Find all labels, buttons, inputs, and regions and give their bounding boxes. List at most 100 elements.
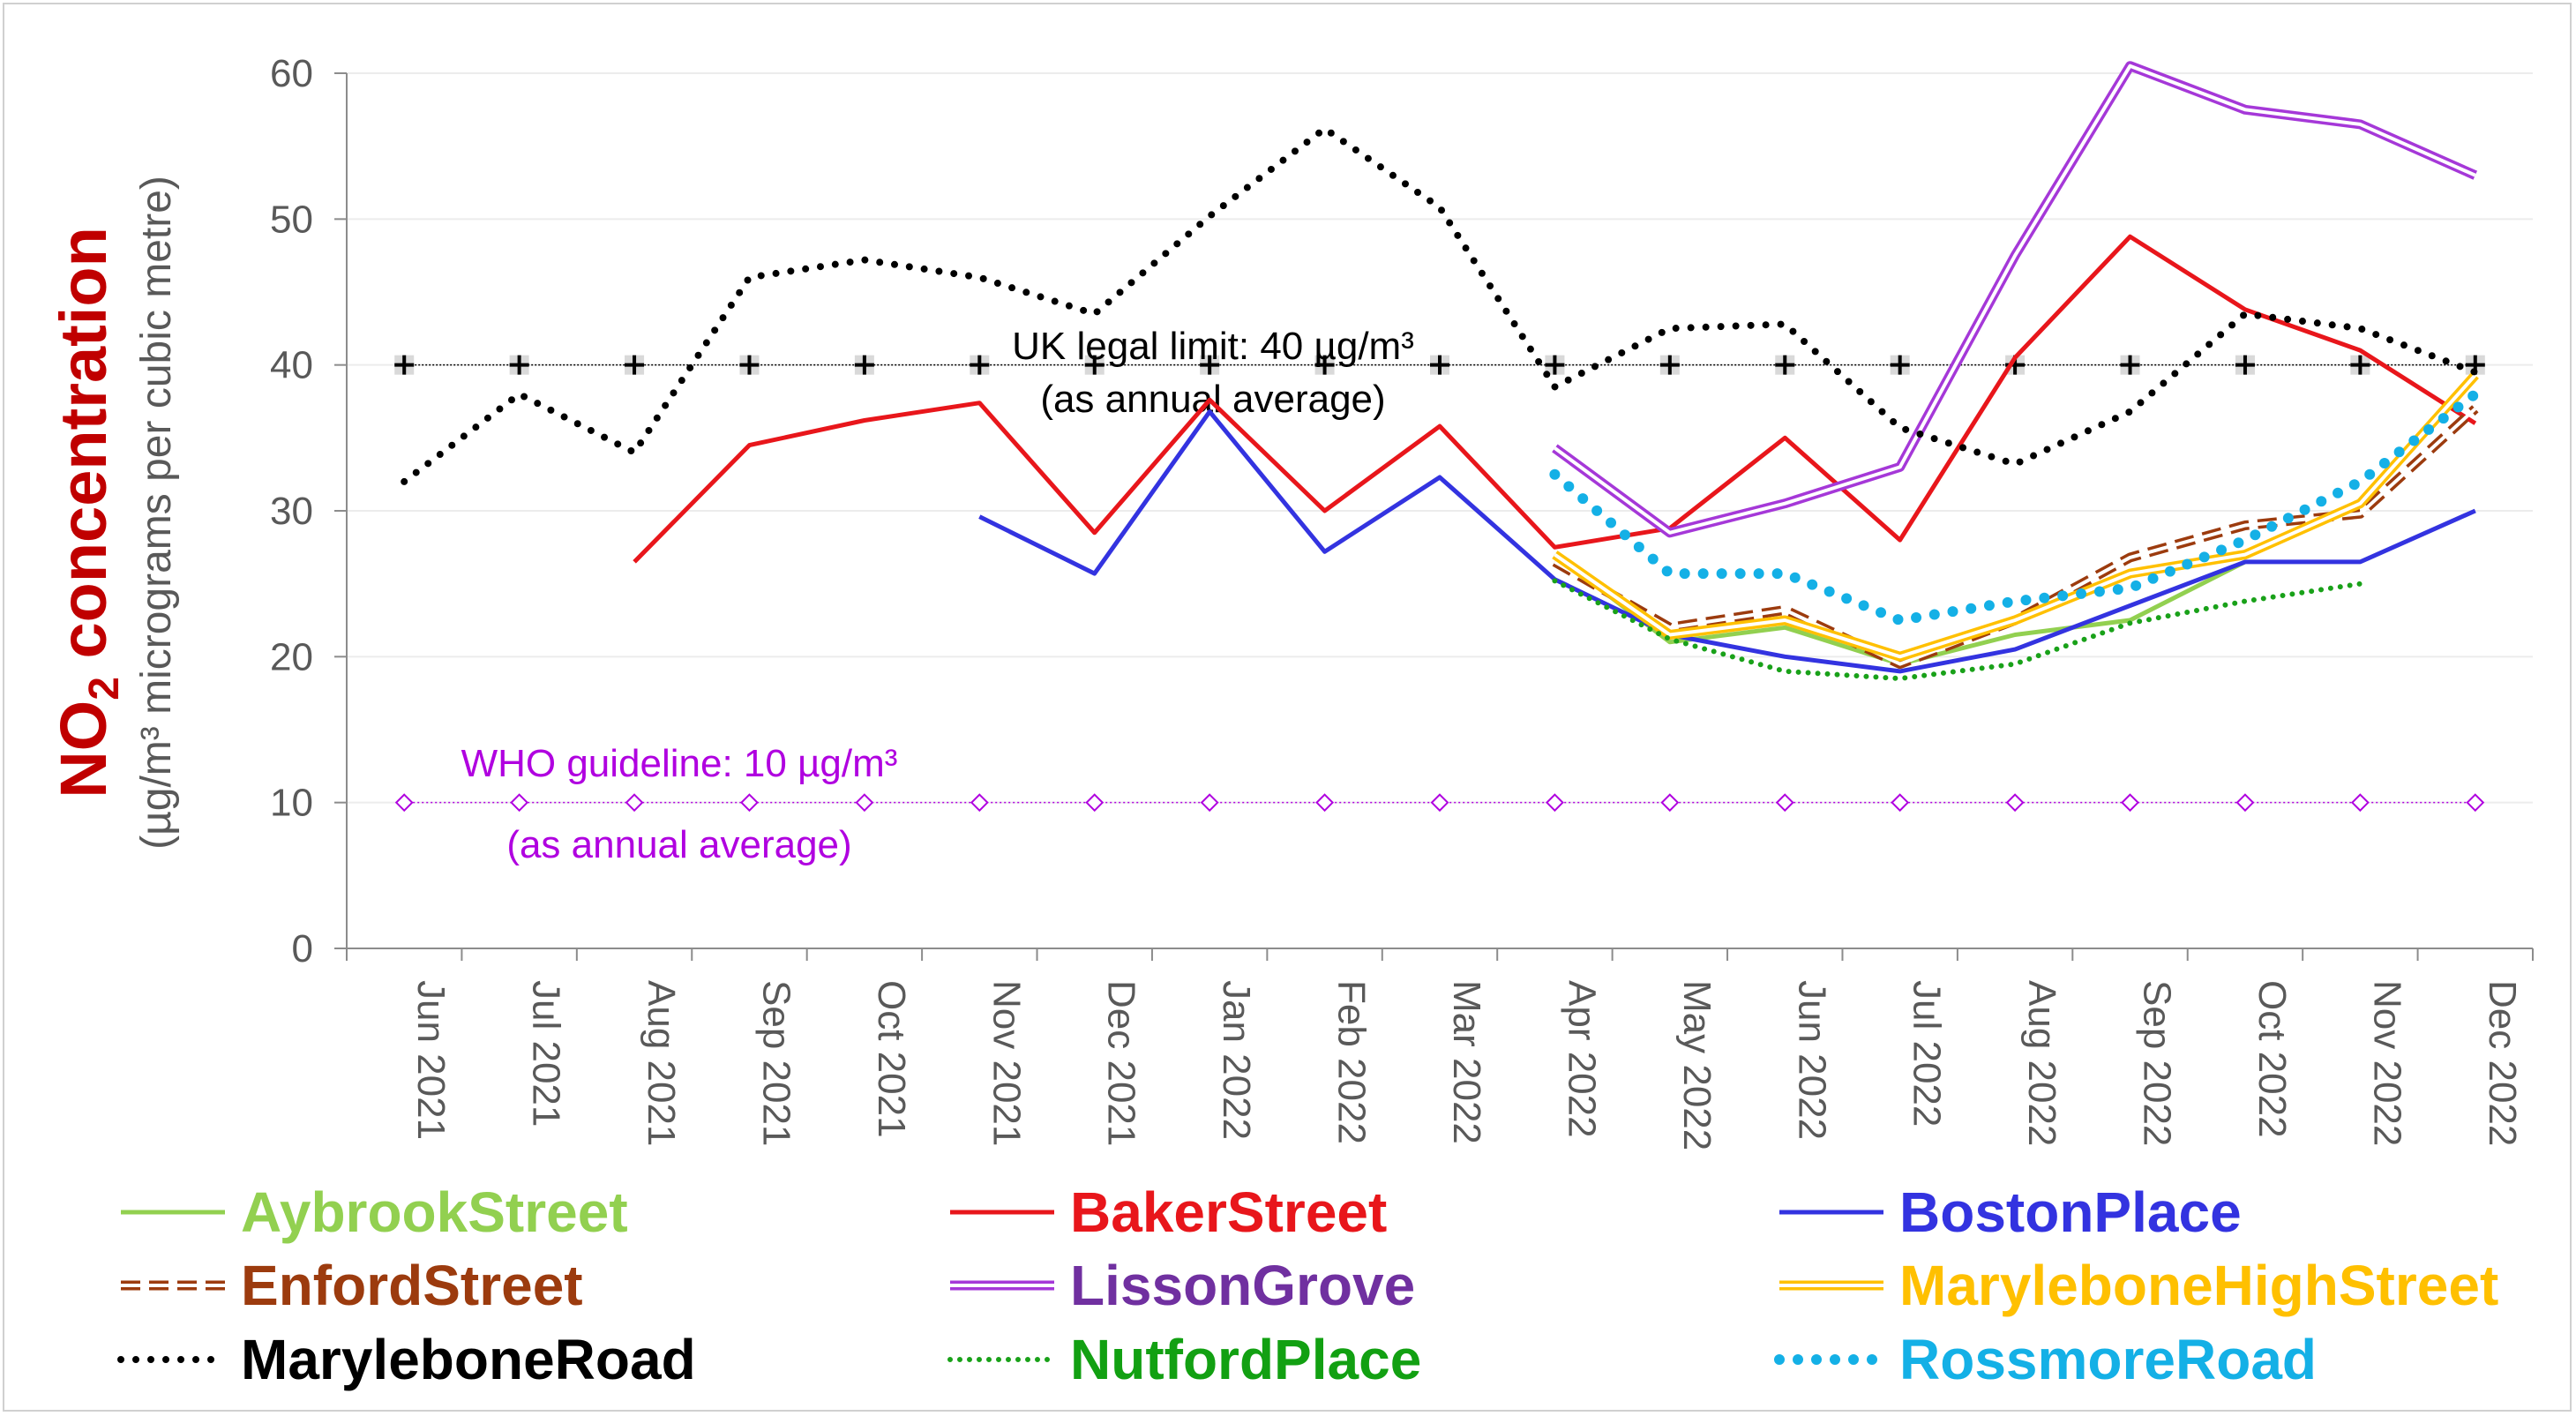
who-marker	[2121, 793, 2139, 813]
series-rossmoreroad-line	[1549, 388, 2481, 626]
who-marker	[2466, 793, 2485, 813]
who-marker	[740, 793, 759, 813]
x-tick-label: Jan 2022	[1215, 980, 1258, 1140]
legend-item-nutfordplace: NutfordPlace	[947, 1328, 1421, 1391]
series-bakerstreet	[633, 234, 2477, 564]
uk-marker	[2235, 355, 2255, 375]
uk-marker	[1890, 355, 1910, 375]
y-tick-label: 0	[292, 927, 313, 970]
axes	[334, 72, 2534, 961]
legend-label-lissongrove: LissonGrove	[1070, 1254, 1415, 1317]
x-tick-label: Jul 2022	[1906, 980, 1949, 1127]
legend-item-aybrookstreet: AybrookStreet	[121, 1180, 628, 1244]
x-tick-label: Dec 2022	[2481, 980, 2524, 1146]
y-axis-title-rest: concentration	[47, 227, 120, 677]
series-maryleboneroad	[401, 124, 2479, 485]
legend-item-bostonplace: BostonPlace	[1779, 1180, 2242, 1244]
series-nutfordplace-line	[1552, 578, 2363, 682]
who-marker	[970, 793, 989, 813]
legend-label-bakerstreet: BakerStreet	[1070, 1180, 1387, 1244]
legend-item-rossmoreroad: RossmoreRoad	[1774, 1328, 2317, 1391]
series-nutfordplace	[1552, 578, 2363, 682]
y-tick-label: 60	[270, 52, 313, 95]
legend-item-marylebonehighstreet: MaryleboneHighStreet	[1779, 1254, 2498, 1317]
legend-item-lissongrove: LissonGrove	[950, 1254, 1415, 1317]
uk-marker	[970, 355, 990, 375]
uk-marker	[1775, 355, 1795, 375]
x-tick-label: Aug 2021	[640, 980, 683, 1146]
who-marker	[2235, 793, 2255, 813]
y-axis-title-subscript: 2	[81, 677, 128, 701]
uk-marker	[1659, 355, 1680, 375]
series-lissongrove-line-outer	[1552, 61, 2478, 538]
legend-label-marylebonehighstreet: MaryleboneHighStreet	[1899, 1254, 2498, 1317]
gridlines	[347, 72, 2533, 804]
y-axis-units: (µg/m³ micrograms per cubic metre)	[133, 176, 180, 850]
series-bakerstreet-line	[633, 234, 2477, 564]
x-tick-label: Jun 2022	[1790, 980, 1833, 1140]
y-axis-title: NO2 concentration	[47, 227, 128, 798]
uk-limit-label-line1: UK legal limit: 40 µg/m³	[1012, 325, 1414, 368]
who-marker	[394, 793, 414, 813]
y-tick-label: 10	[270, 782, 313, 825]
who-marker	[1775, 793, 1794, 813]
uk-marker	[2120, 355, 2140, 375]
y-tick-label: 50	[270, 198, 313, 241]
y-tick-label: 30	[270, 490, 313, 533]
series-enfordstreet	[1552, 405, 2479, 670]
who-guideline-label-line2: (as annual average)	[506, 823, 851, 866]
y-axis-title-no: NO	[47, 701, 120, 798]
series-lissongrove-line-inner	[1554, 64, 2476, 535]
legend-label-enfordstreet: EnfordStreet	[241, 1254, 583, 1317]
chart-frame: 0 10 20 30 40 50 60 Jun 2021 Jul 2021 Aug 2021 Se…	[3, 3, 2572, 1412]
x-tick-label: Mar 2022	[1445, 980, 1488, 1144]
no2-line-chart: 0 10 20 30 40 50 60 Jun 2021 Jul 2021 Aug 2021 Se…	[47, 52, 2534, 1391]
uk-marker	[1084, 355, 1105, 375]
reference-line-who	[394, 793, 2485, 813]
uk-marker	[854, 355, 874, 375]
series-lines	[401, 61, 2481, 682]
legend-item-bakerstreet: BakerStreet	[950, 1180, 1387, 1244]
who-marker	[1546, 793, 1564, 813]
reference-lines: UK legal limit: 40 µg/m³ (as annual avera…	[394, 325, 2485, 866]
series-marylebonehighstreet-line-outer	[1552, 371, 2479, 662]
y-tick-label: 40	[270, 344, 313, 387]
x-tick-label: May 2022	[1675, 980, 1719, 1150]
reference-line-uk	[394, 355, 2485, 375]
x-tick-label: Jul 2021	[525, 980, 568, 1127]
series-rossmoreroad	[1549, 388, 2481, 626]
who-marker	[1660, 793, 1680, 813]
uk-marker	[1314, 355, 1335, 375]
uk-marker	[1545, 355, 1565, 375]
who-marker	[2350, 793, 2370, 813]
legend-label-bostonplace: BostonPlace	[1899, 1180, 2242, 1244]
x-tick-label: Jun 2021	[409, 980, 453, 1140]
x-tick-label: Oct 2022	[2250, 980, 2294, 1138]
who-marker	[1315, 793, 1334, 813]
uk-marker	[625, 355, 645, 375]
series-marylebonehighstreet-line-inner	[1554, 373, 2477, 659]
legend-label-rossmoreroad: RossmoreRoad	[1899, 1328, 2317, 1391]
who-marker	[855, 793, 874, 813]
uk-marker	[394, 355, 415, 375]
who-guideline-label-line1: WHO guideline: 10 µg/m³	[461, 742, 898, 785]
series-lissongrove	[1552, 61, 2478, 538]
who-marker	[510, 793, 529, 813]
uk-marker	[1430, 355, 1449, 375]
series-bostonplace-line	[978, 409, 2476, 674]
who-marker	[1200, 793, 1219, 813]
who-marker	[625, 793, 644, 813]
series-enfordstreet-line-inner	[1554, 407, 2477, 666]
y-tick-label: 20	[270, 635, 313, 678]
x-tick-labels: Jun 2021 Jul 2021 Aug 2021 Sep 2021 Oct 2021…	[409, 980, 2524, 1150]
series-marylebonehighstreet	[1552, 371, 2479, 662]
legend-label-nutfordplace: NutfordPlace	[1070, 1328, 1421, 1391]
y-tick-labels: 0 10 20 30 40 50 60	[270, 52, 313, 970]
y-axis-label: NO2 concentration (µg/m³ micrograms per c…	[47, 176, 180, 850]
who-marker	[1085, 793, 1105, 813]
uk-marker	[1200, 355, 1220, 375]
series-maryleboneroad-line	[401, 124, 2479, 485]
x-tick-label: Apr 2022	[1560, 980, 1603, 1138]
x-tick-label: Nov 2021	[985, 980, 1028, 1146]
legend-item-enfordstreet: EnfordStreet	[121, 1254, 583, 1317]
